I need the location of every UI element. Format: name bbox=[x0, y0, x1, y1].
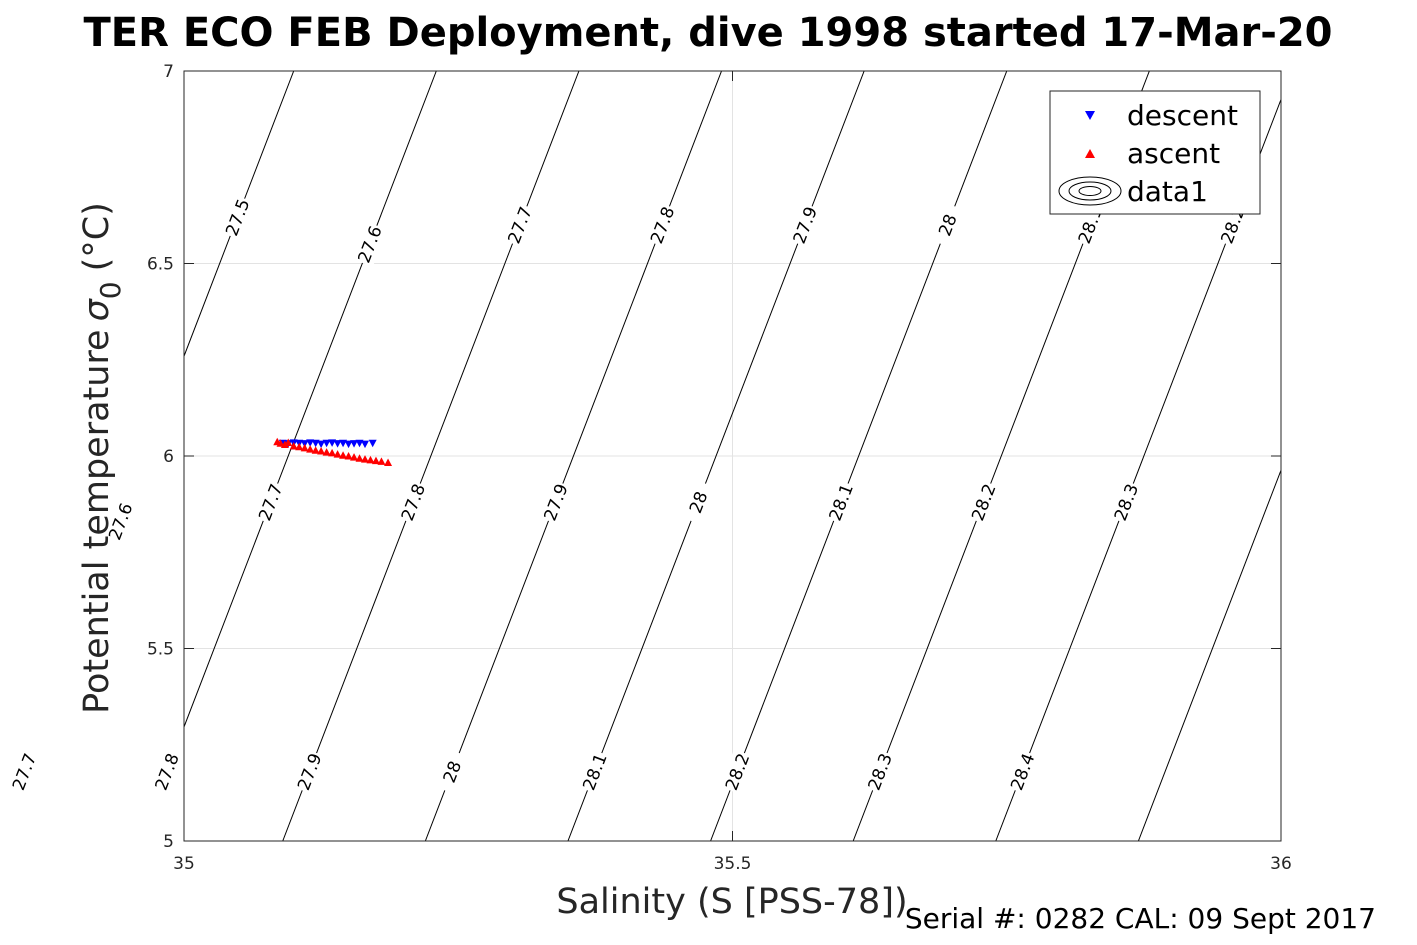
legend-ascent-marker bbox=[1085, 149, 1095, 158]
contour-label-bg-0 bbox=[219, 194, 255, 240]
ascent-point-12 bbox=[333, 450, 342, 458]
contour-label-bg-10 bbox=[395, 479, 431, 525]
descent-point-7 bbox=[317, 440, 326, 449]
ascent-point-4 bbox=[289, 441, 298, 450]
isopycnal-line-8 bbox=[1137, 468, 1281, 841]
legend-data1-label: data1 bbox=[1127, 175, 1208, 208]
ascent-point-1 bbox=[276, 439, 285, 447]
ascent-point-20 bbox=[377, 457, 386, 465]
contour-label-bg-12 bbox=[680, 479, 716, 525]
legend-contour-icon bbox=[1058, 176, 1122, 206]
descent-point-11 bbox=[339, 439, 348, 448]
ascent-point-14 bbox=[344, 452, 353, 460]
contour-label: 27.7 bbox=[9, 751, 41, 794]
contour-label-bg-16 bbox=[6, 749, 42, 795]
contour-label-bg-22 bbox=[862, 749, 898, 795]
ascent-point-8 bbox=[311, 446, 320, 454]
legend: descent ascent data1 bbox=[1049, 90, 1261, 215]
ascent-point-9 bbox=[317, 446, 326, 455]
contour-label-bg-8 bbox=[102, 498, 138, 545]
data-points bbox=[273, 437, 393, 467]
isopycnal-line-4 bbox=[567, 71, 865, 841]
x-tick-label: 35 bbox=[173, 854, 195, 874]
isopycnal-line-5 bbox=[710, 71, 1008, 841]
contour-label-bg-17 bbox=[149, 749, 185, 795]
descent-point-9 bbox=[328, 439, 337, 447]
contour-label-bg-13 bbox=[823, 479, 859, 525]
ascent-point-3 bbox=[284, 438, 293, 447]
y-tick-label: 6.5 bbox=[147, 255, 174, 275]
ascent-point-17 bbox=[361, 455, 370, 463]
descent-point-6 bbox=[311, 439, 320, 448]
contour-label-bg-18 bbox=[291, 749, 327, 795]
axis-ticks: 35 35.5 36 5 5.5 6 6.5 7 bbox=[147, 62, 1292, 874]
x-tick-label: 36 bbox=[1270, 854, 1292, 874]
contour-label-bg-23 bbox=[1004, 749, 1040, 795]
ascent-point-6 bbox=[300, 443, 309, 452]
isopycnal-line-9 bbox=[1280, 839, 1281, 841]
contour-label-bg-20 bbox=[577, 749, 613, 795]
ascent-point-21 bbox=[384, 458, 393, 467]
contour-label-bg-15 bbox=[1108, 479, 1144, 525]
ascent-point-7 bbox=[306, 445, 315, 453]
descent-point-12 bbox=[344, 440, 353, 449]
ascent-point-10 bbox=[322, 448, 331, 456]
descent-point-16 bbox=[368, 439, 377, 448]
contour-label-bg-2 bbox=[502, 202, 538, 248]
isopycnal-line-3 bbox=[424, 71, 722, 841]
ascent-point-2 bbox=[280, 440, 289, 448]
ascent-point-18 bbox=[366, 455, 375, 464]
isopycnal-line-1 bbox=[184, 71, 437, 729]
y-axis-label-unit: (°C) bbox=[77, 202, 117, 271]
legend-descent-marker bbox=[1085, 111, 1095, 120]
contour-label-bg-9 bbox=[252, 479, 288, 525]
ascent-point-11 bbox=[328, 448, 337, 457]
contour-label-bg-4 bbox=[787, 202, 823, 248]
legend-descent-label: descent bbox=[1127, 99, 1238, 132]
y-tick-label: 7 bbox=[163, 62, 174, 82]
serial-calibration-text: Serial #: 0282 CAL: 09 Sept 2017 bbox=[905, 902, 1376, 935]
x-axis-label: Salinity (S [PSS-78]) bbox=[556, 882, 907, 922]
descent-point-8 bbox=[322, 439, 331, 448]
contour-label-bg-1 bbox=[352, 221, 388, 267]
contour-label-bg-11 bbox=[538, 479, 574, 525]
ascent-point-16 bbox=[355, 454, 364, 462]
contour-label-bg-3 bbox=[644, 202, 680, 248]
descent-point-5 bbox=[306, 439, 315, 447]
contour-label-bg-5 bbox=[930, 202, 965, 248]
contour-label-bg-19 bbox=[434, 749, 470, 795]
contour-label: 27.8 bbox=[152, 751, 184, 794]
ascent-point-13 bbox=[339, 451, 348, 459]
contour-label-bg-21 bbox=[719, 749, 755, 795]
descent-point-15 bbox=[361, 440, 370, 449]
isopycnal-line-2 bbox=[282, 71, 580, 841]
y-tick-label: 5 bbox=[163, 832, 174, 852]
ascent-point-5 bbox=[295, 442, 304, 451]
ascent-point-19 bbox=[371, 456, 380, 465]
legend-box bbox=[1049, 90, 1261, 215]
y-tick-label: 5.5 bbox=[147, 640, 174, 660]
ascent-point-15 bbox=[350, 453, 359, 461]
contour-label-bg-14 bbox=[966, 479, 1001, 525]
y-axis-label-subscript: 0 bbox=[94, 281, 127, 299]
x-tick-label: 35.5 bbox=[714, 854, 752, 874]
y-axis-label: Potential temperature σ0 (°C) bbox=[77, 202, 127, 714]
y-axis-label-text: Potential temperature bbox=[77, 329, 117, 713]
y-tick-label: 6 bbox=[163, 447, 174, 467]
descent-point-13 bbox=[350, 440, 359, 448]
y-axis-label-sigma: σ bbox=[77, 297, 117, 321]
chart-title: TER ECO FEB Deployment, dive 1998 starte… bbox=[83, 10, 1332, 56]
legend-ascent-label: ascent bbox=[1127, 137, 1220, 170]
descent-point-10 bbox=[333, 440, 342, 448]
descent-point-14 bbox=[355, 439, 364, 448]
